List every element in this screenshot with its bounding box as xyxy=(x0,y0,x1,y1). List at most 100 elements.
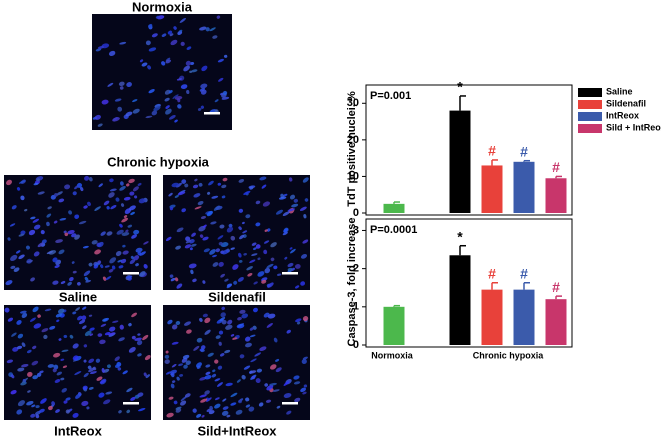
nucleus xyxy=(214,359,219,364)
nucleus xyxy=(108,269,114,273)
nucleus xyxy=(129,205,136,211)
nucleus xyxy=(118,337,125,342)
nucleus xyxy=(258,402,264,407)
nucleus xyxy=(173,400,178,405)
legend-swatch xyxy=(578,112,602,121)
nucleus xyxy=(186,89,190,95)
nucleus xyxy=(63,230,67,234)
nucleus xyxy=(54,193,58,197)
nucleus xyxy=(121,232,130,236)
nucleus xyxy=(169,207,174,211)
nucleus xyxy=(104,265,110,268)
nucleus xyxy=(243,190,251,196)
nucleus xyxy=(11,332,17,337)
significance-marker: # xyxy=(520,143,528,159)
nucleus xyxy=(255,244,261,249)
nucleus xyxy=(238,208,244,213)
nucleus xyxy=(98,392,105,398)
nucleus xyxy=(123,196,131,201)
nucleus xyxy=(117,259,123,263)
nucleus xyxy=(143,372,147,377)
nucleus xyxy=(161,61,166,66)
nucleus xyxy=(55,409,60,413)
nucleus xyxy=(225,382,233,387)
nucleus xyxy=(17,333,24,339)
nucleus xyxy=(44,308,52,312)
nucleus xyxy=(88,176,93,182)
nucleus xyxy=(126,183,130,187)
nucleus xyxy=(175,406,182,410)
nucleus xyxy=(291,203,299,208)
nucleus xyxy=(175,320,181,326)
nucleus xyxy=(63,400,68,404)
nucleus xyxy=(186,46,192,50)
nucleus xyxy=(21,377,29,383)
nucleus xyxy=(247,272,253,277)
nucleus xyxy=(171,182,179,188)
nucleus xyxy=(204,390,210,395)
y-axis-label: Caspase-3, fold increase xyxy=(346,217,358,346)
nucleus xyxy=(289,247,293,250)
nucleus xyxy=(246,266,253,271)
nucleus xyxy=(180,396,187,402)
nucleus xyxy=(239,354,245,359)
nucleus xyxy=(133,255,140,261)
nucleus xyxy=(155,15,160,19)
nucleus xyxy=(245,342,252,348)
nucleus xyxy=(216,15,221,19)
nucleus xyxy=(301,359,307,365)
nucleus xyxy=(59,217,67,221)
nucleus xyxy=(16,187,21,191)
nucleus xyxy=(170,369,177,375)
nucleus xyxy=(18,233,25,237)
nucleus xyxy=(249,327,254,331)
nucleus xyxy=(108,50,116,57)
nucleus xyxy=(131,234,138,239)
nucleus xyxy=(255,378,261,384)
nucleus xyxy=(217,235,224,240)
nucleus xyxy=(243,365,251,370)
nucleus xyxy=(165,108,172,115)
nucleus xyxy=(67,281,72,286)
nucleus xyxy=(148,23,153,28)
nucleus xyxy=(239,234,245,240)
nucleus xyxy=(127,224,133,228)
nucleus xyxy=(252,325,257,330)
nucleus xyxy=(169,33,174,37)
nucleus xyxy=(220,273,226,278)
nucleus xyxy=(72,311,77,315)
nucleus xyxy=(221,319,227,325)
nucleus xyxy=(302,391,307,395)
nucleus xyxy=(212,262,219,267)
nucleus xyxy=(135,263,139,267)
nucleus xyxy=(210,221,217,225)
nucleus xyxy=(266,263,274,269)
nucleus xyxy=(204,317,211,324)
nucleus xyxy=(270,364,277,370)
nucleus xyxy=(87,201,91,207)
nucleus xyxy=(270,242,277,248)
nucleus xyxy=(236,379,241,383)
nucleus xyxy=(164,89,171,95)
nucleus xyxy=(225,324,233,330)
nucleus xyxy=(109,188,117,192)
nucleus xyxy=(200,398,208,403)
nucleus xyxy=(266,384,274,391)
nucleus xyxy=(241,221,245,225)
nucleus xyxy=(15,250,21,254)
nucleus xyxy=(221,195,226,199)
nucleus xyxy=(289,177,293,182)
nucleus xyxy=(134,195,138,199)
nucleus xyxy=(72,191,77,196)
nucleus xyxy=(200,215,207,220)
nucleus xyxy=(224,278,229,282)
nucleus xyxy=(133,229,140,235)
nucleus xyxy=(10,389,17,395)
nucleus xyxy=(212,369,216,373)
nucleus xyxy=(275,209,284,215)
nucleus xyxy=(202,313,208,318)
nucleus xyxy=(238,178,245,183)
nucleus xyxy=(137,392,144,397)
nucleus xyxy=(120,181,124,186)
nucleus xyxy=(200,105,205,109)
